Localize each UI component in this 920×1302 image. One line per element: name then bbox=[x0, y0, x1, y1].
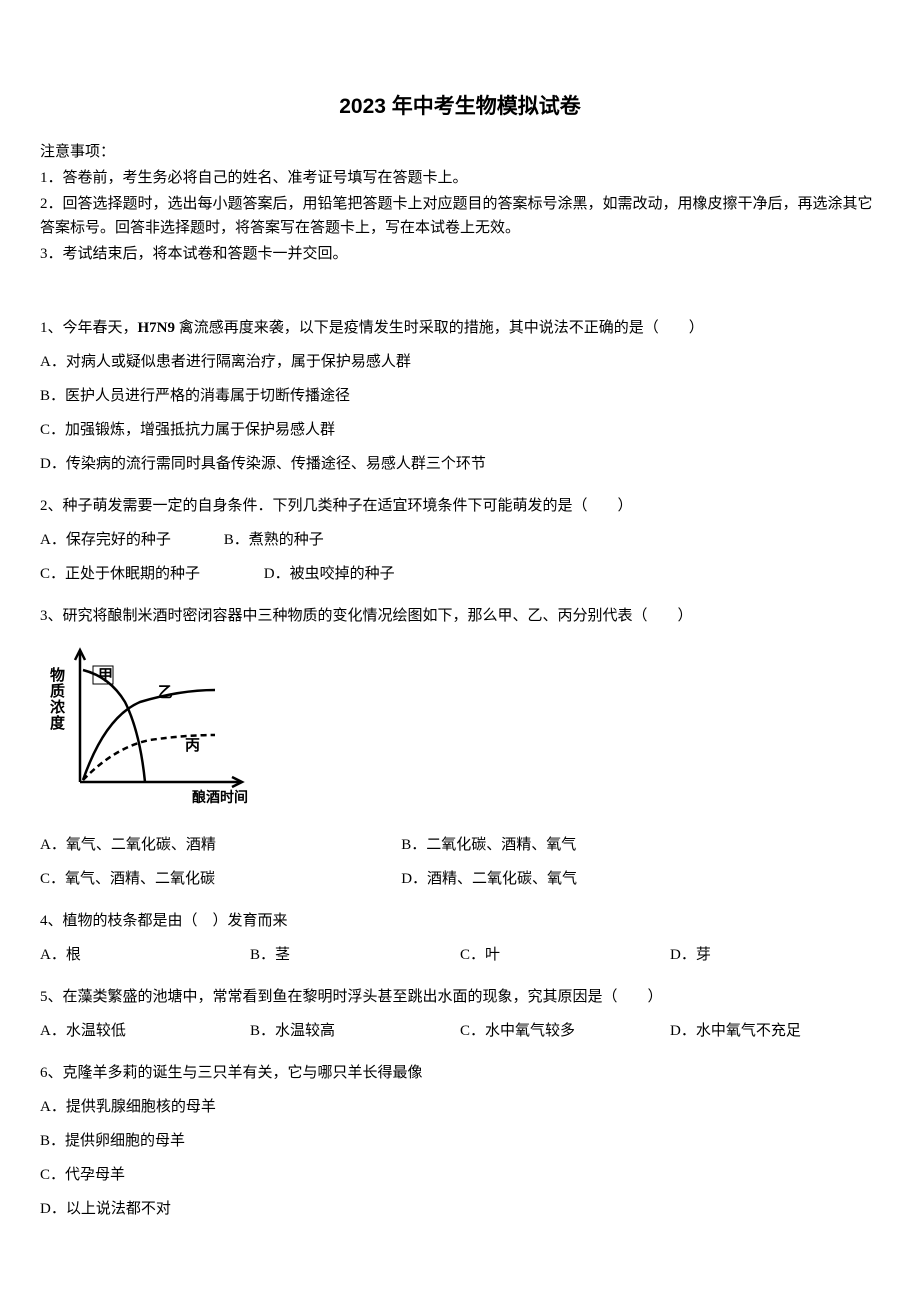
chart-svg: 物质浓度 甲 乙 丙 酿酒时间 bbox=[40, 642, 260, 807]
q5-option-a: A．水温较低 bbox=[40, 1019, 250, 1043]
q1-stem: 1、今年春天，H7N9 禽流感再度来袭，以下是疫情发生时采取的措施，其中说法不正… bbox=[40, 316, 880, 340]
notice-item-3: 3．考试结束后，将本试卷和答题卡一并交回。 bbox=[40, 242, 880, 266]
q1-stem-bold: H7N9 bbox=[138, 320, 176, 336]
q3-options-cd: C．氧气、酒精、二氧化碳 D．酒精、二氧化碳、氧气 bbox=[40, 867, 880, 891]
page-title: 2023 年中考生物模拟试卷 bbox=[40, 90, 880, 124]
chart-label-bing: 丙 bbox=[185, 737, 200, 754]
q4-options: A．根 B．茎 C．叶 D．芽 bbox=[40, 943, 880, 967]
q4-option-a: A．根 bbox=[40, 943, 250, 967]
q1-option-a: A．对病人或疑似患者进行隔离治疗，属于保护易感人群 bbox=[40, 350, 880, 374]
q4-option-b: B．茎 bbox=[250, 943, 460, 967]
chart-ylabel: 物质浓度 bbox=[50, 666, 66, 732]
q3-option-a: A．氧气、二氧化碳、酒精 bbox=[40, 833, 401, 857]
q2-options-ab: A．保存完好的种子 B．煮熟的种子 bbox=[40, 528, 880, 552]
q3-option-b: B．二氧化碳、酒精、氧气 bbox=[401, 833, 880, 857]
notice-item-1: 1．答卷前，考生务必将自己的姓名、准考证号填写在答题卡上。 bbox=[40, 166, 880, 190]
q6-option-d: D．以上说法都不对 bbox=[40, 1197, 880, 1221]
question-3: 3、研究将酿制米酒时密闭容器中三种物质的变化情况绘图如下，那么甲、乙、丙分别代表… bbox=[40, 604, 880, 891]
q3-option-d: D．酒精、二氧化碳、氧气 bbox=[401, 867, 880, 891]
q6-option-a: A．提供乳腺细胞核的母羊 bbox=[40, 1095, 880, 1119]
q2-stem: 2、种子萌发需要一定的自身条件．下列几类种子在适宜环境条件下可能萌发的是（ ） bbox=[40, 494, 880, 518]
notice-block: 注意事项： 1．答卷前，考生务必将自己的姓名、准考证号填写在答题卡上。 2．回答… bbox=[40, 140, 880, 266]
question-5: 5、在藻类繁盛的池塘中，常常看到鱼在黎明时浮头甚至跳出水面的现象，究其原因是（ … bbox=[40, 985, 880, 1043]
q6-option-c: C．代孕母羊 bbox=[40, 1163, 880, 1187]
chart-label-jia: 甲 bbox=[98, 667, 113, 684]
q1-option-b: B．医护人员进行严格的消毒属于切断传播途径 bbox=[40, 384, 880, 408]
q4-stem: 4、植物的枝条都是由（ ）发育而来 bbox=[40, 909, 880, 933]
q3-diagram: 物质浓度 甲 乙 丙 酿酒时间 bbox=[40, 642, 880, 815]
q2-option-c: C．正处于休眠期的种子 bbox=[40, 562, 260, 586]
q3-options-ab: A．氧气、二氧化碳、酒精 B．二氧化碳、酒精、氧气 bbox=[40, 833, 880, 857]
q2-option-d: D．被虫咬掉的种子 bbox=[264, 566, 395, 582]
notice-item-2: 2．回答选择题时，选出每小题答案后，用铅笔把答题卡上对应题目的答案标号涂黑，如需… bbox=[40, 192, 880, 240]
chart-label-yi: 乙 bbox=[158, 685, 173, 701]
q5-option-b: B．水温较高 bbox=[250, 1019, 460, 1043]
question-2: 2、种子萌发需要一定的自身条件．下列几类种子在适宜环境条件下可能萌发的是（ ） … bbox=[40, 494, 880, 586]
question-6: 6、克隆羊多莉的诞生与三只羊有关，它与哪只羊长得最像 A．提供乳腺细胞核的母羊 … bbox=[40, 1061, 880, 1221]
q2-option-b: B．煮熟的种子 bbox=[224, 532, 324, 548]
q6-option-b: B．提供卵细胞的母羊 bbox=[40, 1129, 880, 1153]
q5-options: A．水温较低 B．水温较高 C．水中氧气较多 D．水中氧气不充足 bbox=[40, 1019, 880, 1043]
q1-option-c: C．加强锻炼，增强抵抗力属于保护易感人群 bbox=[40, 418, 880, 442]
q1-stem-suffix: 禽流感再度来袭，以下是疫情发生时采取的措施，其中说法不正确的是（ ） bbox=[175, 320, 704, 336]
q4-option-c: C．叶 bbox=[460, 943, 670, 967]
notice-header: 注意事项： bbox=[40, 140, 880, 164]
q5-option-c: C．水中氧气较多 bbox=[460, 1019, 670, 1043]
q5-option-d: D．水中氧气不充足 bbox=[670, 1019, 880, 1043]
q3-option-c: C．氧气、酒精、二氧化碳 bbox=[40, 867, 401, 891]
q3-stem: 3、研究将酿制米酒时密闭容器中三种物质的变化情况绘图如下，那么甲、乙、丙分别代表… bbox=[40, 604, 880, 628]
q1-option-d: D．传染病的流行需同时具备传染源、传播途径、易感人群三个环节 bbox=[40, 452, 880, 476]
question-4: 4、植物的枝条都是由（ ）发育而来 A．根 B．茎 C．叶 D．芽 bbox=[40, 909, 880, 967]
q6-stem: 6、克隆羊多莉的诞生与三只羊有关，它与哪只羊长得最像 bbox=[40, 1061, 880, 1085]
question-1: 1、今年春天，H7N9 禽流感再度来袭，以下是疫情发生时采取的措施，其中说法不正… bbox=[40, 316, 880, 476]
q2-options-cd: C．正处于休眠期的种子 D．被虫咬掉的种子 bbox=[40, 562, 880, 586]
q4-option-d: D．芽 bbox=[670, 943, 880, 967]
chart-xlabel: 酿酒时间 bbox=[192, 789, 248, 806]
q1-stem-prefix: 1、今年春天， bbox=[40, 320, 138, 336]
q5-stem: 5、在藻类繁盛的池塘中，常常看到鱼在黎明时浮头甚至跳出水面的现象，究其原因是（ … bbox=[40, 985, 880, 1009]
q2-option-a: A．保存完好的种子 bbox=[40, 528, 220, 552]
